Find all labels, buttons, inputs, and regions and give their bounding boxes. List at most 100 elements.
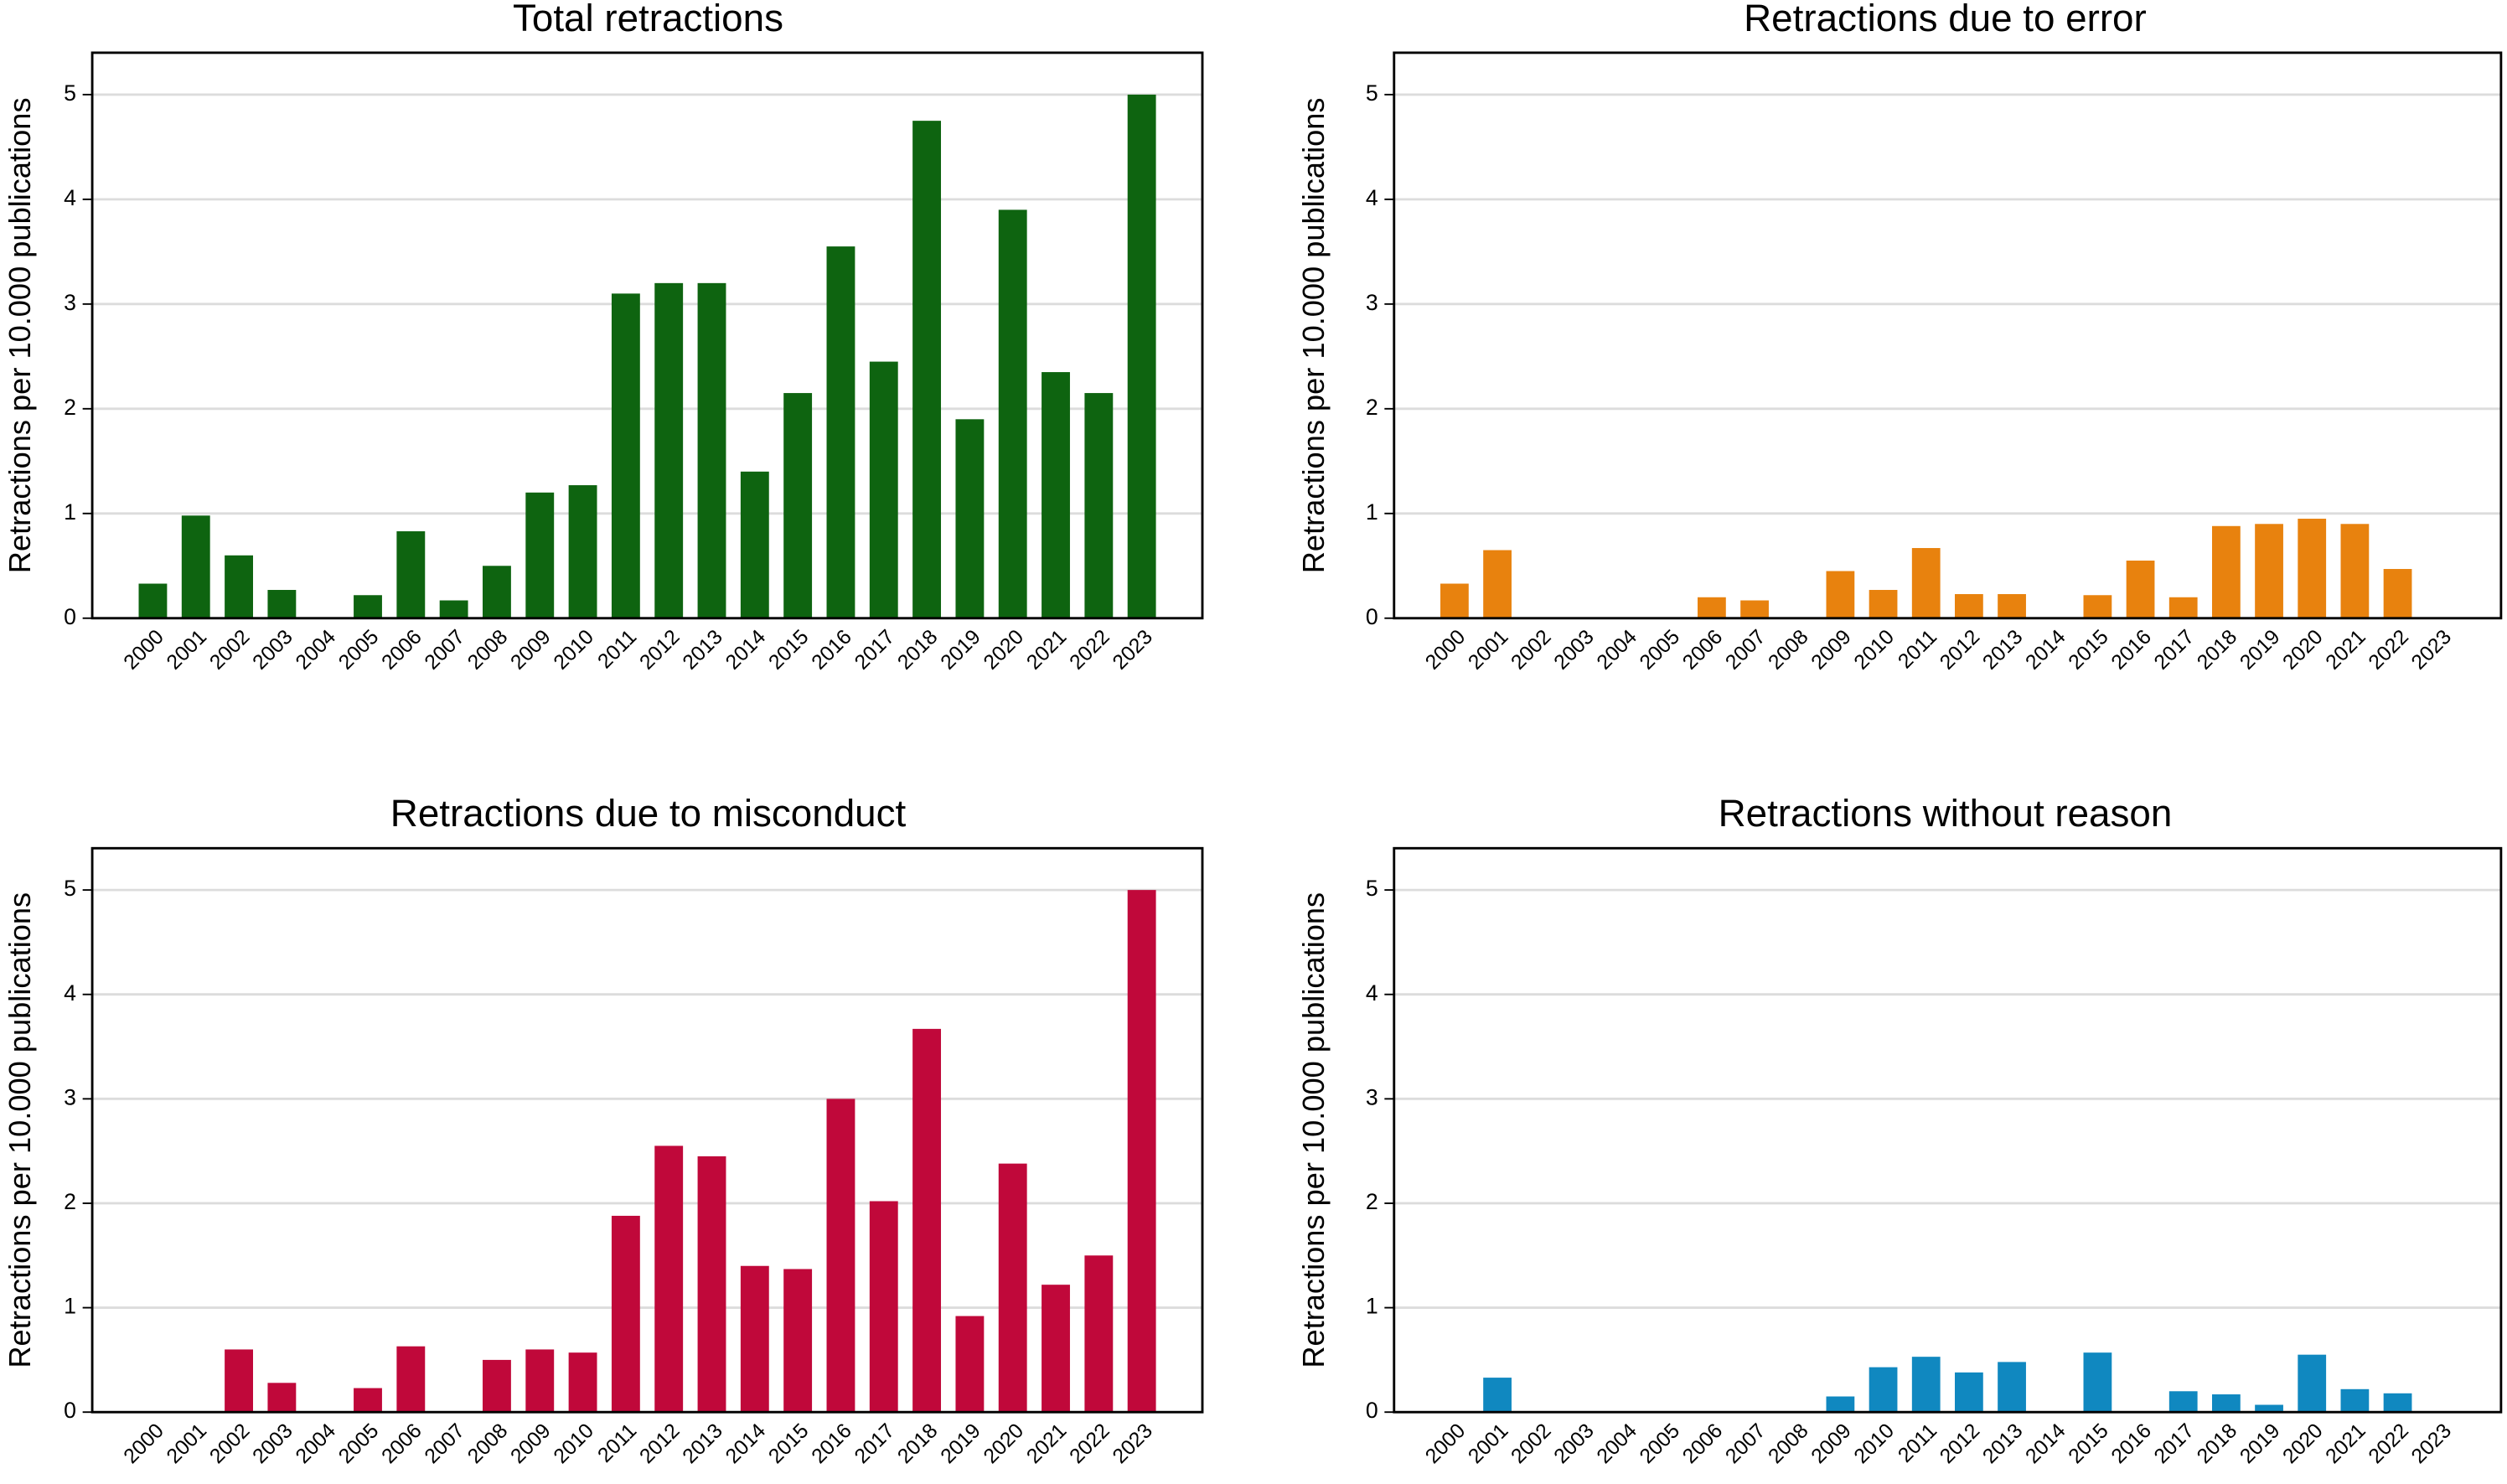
- y-axis-label: Retractions per 10.000 publications: [3, 892, 37, 1368]
- x-tick-label: 2007: [421, 626, 469, 675]
- bar: [483, 566, 511, 618]
- x-tick-label: 2009: [507, 1419, 556, 1468]
- x-tick-label: 2017: [2150, 1419, 2199, 1468]
- bar: [225, 1349, 253, 1413]
- bar: [1127, 94, 1156, 618]
- bar: [396, 531, 426, 618]
- plot-frame: [90, 51, 1204, 620]
- x-tick-label: 2007: [1721, 626, 1770, 675]
- x-tick-label: 2007: [421, 1419, 469, 1468]
- y-tick-label: 3: [64, 1084, 76, 1109]
- x-tick-label: 2018: [2193, 626, 2241, 675]
- x-tick-label: 2014: [721, 1419, 770, 1468]
- bar: [1483, 1378, 1512, 1413]
- y-tick-label: 4: [1366, 980, 1378, 1006]
- x-tick-label: 2020: [980, 626, 1028, 675]
- x-tick-label: 2017: [850, 626, 899, 675]
- y-tick-label: 2: [64, 1189, 76, 1214]
- bar: [869, 1201, 898, 1413]
- y-axis-label: Retractions per 10.000 publications: [3, 97, 37, 573]
- bar: [1998, 1362, 2026, 1413]
- x-tick-label: 2019: [2236, 1419, 2284, 1468]
- bar: [826, 246, 855, 618]
- chart-title: Retractions without reason: [1719, 792, 2173, 835]
- x-tick-label: 2002: [205, 1419, 254, 1468]
- bar: [654, 1145, 684, 1413]
- y-tick-label: 0: [64, 1398, 76, 1423]
- x-tick-label: 2018: [893, 1419, 942, 1468]
- bar: [2340, 524, 2370, 618]
- bar: [2383, 1393, 2412, 1413]
- x-tick-label: 2001: [163, 1419, 211, 1468]
- bar: [1440, 583, 1469, 618]
- bar: [697, 282, 726, 618]
- x-tick-label: 2000: [1421, 626, 1470, 675]
- bar: [1869, 590, 1898, 618]
- x-tick-label: 2023: [1109, 626, 1157, 675]
- x-tick-label: 2013: [679, 1419, 727, 1468]
- x-tick-label: 2001: [1464, 626, 1512, 675]
- x-tick-label: 2002: [205, 626, 254, 675]
- x-tick-label: 2012: [636, 1419, 685, 1468]
- x-tick-label: 2000: [1421, 1419, 1470, 1468]
- x-tick-label: 2022: [2365, 626, 2413, 675]
- bar: [1127, 890, 1156, 1413]
- bar: [998, 209, 1027, 618]
- x-tick-label: 2009: [1807, 626, 1856, 675]
- x-tick-label: 2009: [507, 626, 556, 675]
- y-tick-label: 2: [1366, 395, 1378, 420]
- x-tick-label: 2011: [1894, 626, 1941, 674]
- x-tick-label: 2022: [1066, 626, 1114, 675]
- bar: [955, 1316, 985, 1413]
- x-tick-label: 2012: [1936, 1419, 1984, 1468]
- bar: [568, 1352, 597, 1413]
- x-tick-label: 2016: [2107, 626, 2156, 675]
- x-tick-label: 2009: [1807, 1419, 1856, 1468]
- bar: [2168, 1391, 2198, 1413]
- bar: [2340, 1388, 2370, 1413]
- bar: [826, 1099, 855, 1413]
- x-tick-label: 2015: [2065, 626, 2113, 675]
- x-tick-label: 2008: [463, 626, 512, 675]
- x-tick-label: 2010: [550, 1419, 598, 1468]
- x-tick-label: 2022: [1066, 1419, 1114, 1468]
- bar: [611, 293, 640, 618]
- x-tick-label: 2003: [1550, 1419, 1599, 1468]
- x-tick-label: 2016: [2107, 1419, 2156, 1468]
- x-tick-label: 2001: [163, 626, 211, 675]
- x-tick-label: 2016: [808, 626, 856, 675]
- bar: [783, 1269, 813, 1413]
- bar: [1911, 1357, 1941, 1413]
- chart-title: Total retractions: [513, 0, 783, 39]
- bar: [1869, 1367, 1898, 1413]
- bar: [611, 1215, 640, 1413]
- x-tick-label: 2015: [764, 626, 813, 675]
- x-tick-label: 2000: [120, 626, 168, 675]
- bar: [1042, 372, 1070, 618]
- y-tick-label: 1: [1366, 499, 1378, 525]
- y-tick-label: 2: [64, 395, 76, 420]
- bar: [568, 485, 597, 618]
- x-tick-label: 2019: [2236, 626, 2284, 675]
- x-tick-label: 2023: [1109, 1419, 1157, 1468]
- bar: [740, 1265, 769, 1413]
- x-tick-label: 2017: [2150, 626, 2199, 675]
- x-tick-label: 2007: [1721, 1419, 1770, 1468]
- bar: [1955, 594, 1983, 618]
- bar: [912, 1028, 942, 1413]
- plot-frame: [1393, 51, 2503, 620]
- bar: [2083, 595, 2112, 618]
- bar: [1826, 571, 1855, 618]
- x-tick-label: 2008: [1765, 1419, 1813, 1468]
- x-tick-label: 2010: [1850, 1419, 1899, 1468]
- bar: [1084, 393, 1114, 618]
- x-tick-label: 2023: [2407, 626, 2456, 675]
- x-tick-label: 2008: [1765, 626, 1813, 675]
- bar: [998, 1163, 1027, 1413]
- x-tick-label: 2005: [334, 626, 383, 675]
- bar: [1740, 600, 1769, 618]
- bar: [912, 121, 942, 618]
- x-tick-label: 2005: [1636, 626, 1684, 675]
- bar: [2298, 519, 2327, 618]
